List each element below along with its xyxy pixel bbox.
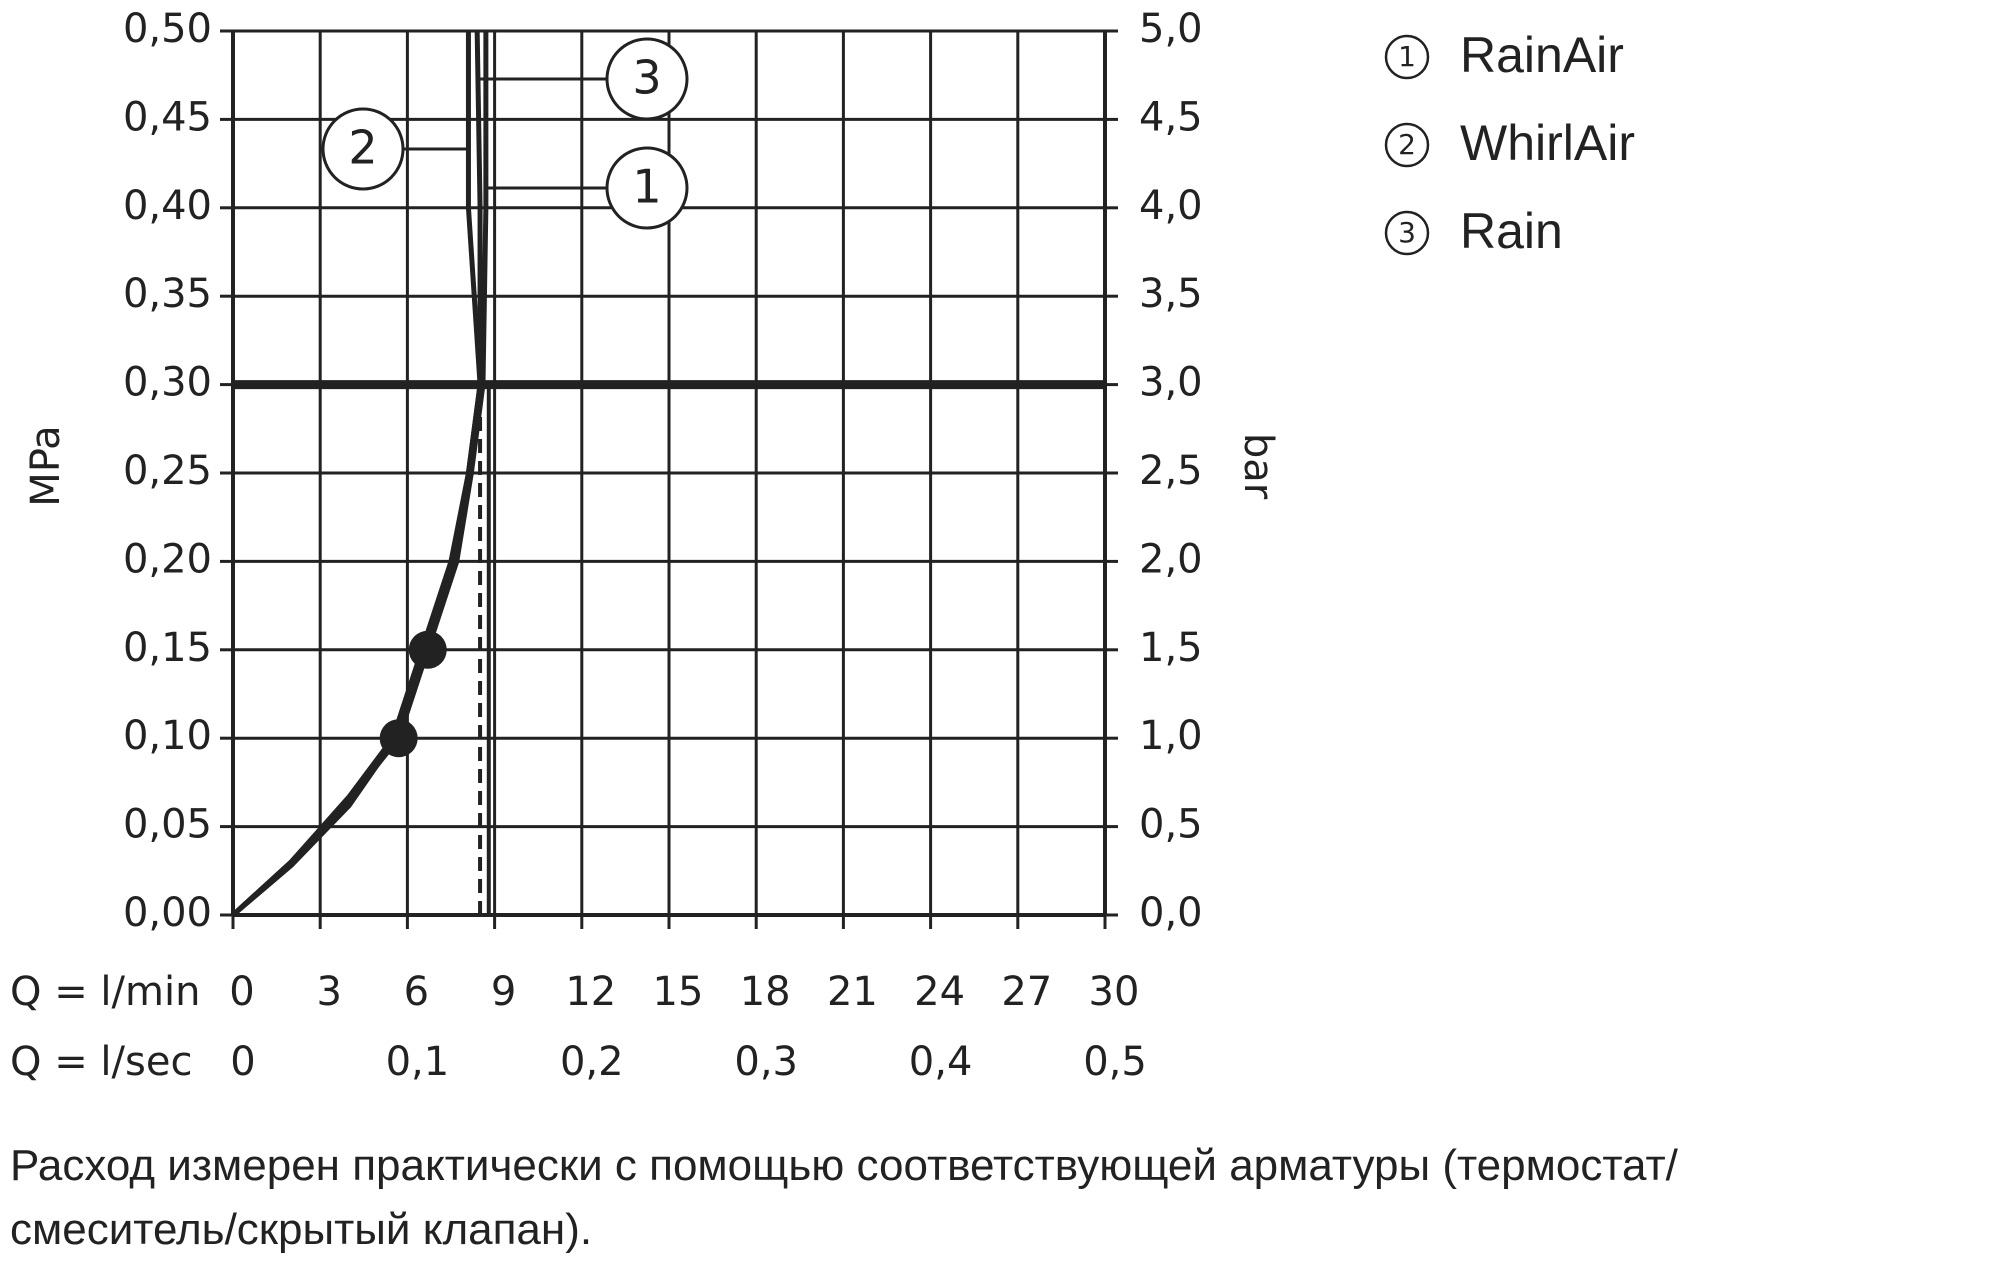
note: смеситель/скрытый клапан). — [10, 1205, 592, 1254]
y-tick-label: 0,25 — [123, 448, 212, 494]
x-tick-label: 30 — [1089, 969, 1140, 1015]
legend-label: Rain — [1460, 203, 1563, 259]
y-tick-label: 0,35 — [123, 271, 212, 317]
callout-label: 2 — [348, 121, 377, 175]
y-tick-label: 0,10 — [123, 713, 212, 759]
y-tick-label: 0,50 — [123, 6, 212, 52]
x-tick-label: 21 — [827, 969, 878, 1015]
y2-tick-label: 2,0 — [1139, 536, 1203, 582]
x2-tick-label: 0,5 — [1083, 1039, 1147, 1085]
legend-label: WhirlAir — [1460, 115, 1635, 171]
y2-tick-label: 2,5 — [1139, 448, 1203, 494]
x-axis-label: Q = l/min — [10, 969, 200, 1015]
callout-circle — [321, 107, 405, 191]
x-tick-label: 18 — [740, 969, 791, 1015]
y2-tick-label: 3,5 — [1139, 271, 1203, 317]
legend-symbol — [1384, 210, 1430, 256]
y2-tick-label: 0,5 — [1139, 802, 1203, 848]
x-tick-label: 12 — [565, 969, 616, 1015]
line — [231, 30, 483, 917]
callout-circle — [605, 37, 689, 121]
y2-tick-label: 0,0 — [1139, 890, 1203, 936]
y-tick-label: 0,20 — [123, 536, 212, 582]
y-tick-label: 0,40 — [123, 183, 212, 229]
y-tick-label: 0,15 — [123, 625, 212, 671]
x2-tick-label: 0,3 — [734, 1039, 798, 1085]
y2-tick-label: 1,0 — [1139, 713, 1203, 759]
x2-tick-label: 0,1 — [386, 1039, 450, 1085]
x2-tick-label: 0 — [230, 1039, 255, 1085]
x-tick-label: 9 — [491, 969, 516, 1015]
line — [231, 31, 483, 917]
y2-tick-label: 4,0 — [1139, 183, 1203, 229]
y2-tick-label: 5,0 — [1139, 6, 1203, 52]
y2-tick-label: 3,0 — [1139, 360, 1203, 406]
legend-symbol — [1384, 34, 1430, 80]
y-tick-label: 0,30 — [123, 360, 212, 406]
x-tick-label: 3 — [316, 969, 341, 1015]
x-tick-label: 15 — [653, 969, 704, 1015]
x-tick-label: 24 — [914, 969, 965, 1015]
x2-tick-label: 0,2 — [560, 1039, 624, 1085]
x2-tick-label: 0,4 — [909, 1039, 973, 1085]
y2-tick-label: 4,5 — [1139, 94, 1203, 140]
x-tick-label: 0 — [229, 969, 254, 1015]
marker — [379, 719, 418, 758]
marker — [408, 630, 447, 669]
y-tick-label: 0,45 — [123, 94, 212, 140]
callout-label: 3 — [632, 51, 661, 105]
legend-number: 1 — [1398, 40, 1416, 73]
y-tick-label: 0,00 — [123, 890, 212, 936]
callout-circle — [605, 146, 689, 230]
legend-number: 3 — [1398, 216, 1416, 249]
x2-axis-label: Q = l/sec — [10, 1039, 192, 1085]
legend-label: RainAir — [1460, 27, 1624, 83]
y2-axis-label: bar — [1235, 433, 1281, 500]
x-tick-label: 27 — [1001, 969, 1052, 1015]
note: Расход измерен практически с помощью соо… — [10, 1141, 1679, 1190]
callout-label: 1 — [632, 160, 661, 214]
legend-symbol — [1384, 122, 1430, 168]
y2-tick-label: 1,5 — [1139, 625, 1203, 671]
legend-number: 2 — [1398, 128, 1416, 161]
x-tick-label: 6 — [404, 969, 429, 1015]
y-axis-label: MPa — [23, 425, 69, 506]
y-tick-label: 0,05 — [123, 802, 212, 848]
